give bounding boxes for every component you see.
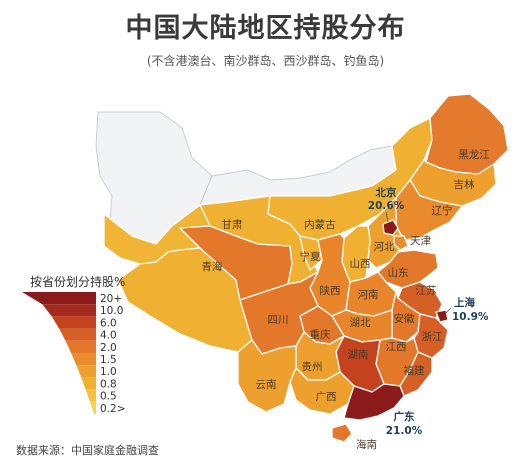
label-hubei: 湖北 (350, 317, 371, 329)
label-anhui: 安徽 (394, 312, 415, 325)
label-hebei: 河北 (374, 241, 395, 253)
label-shaanxi: 陕西 (320, 284, 341, 297)
label-guizhou: 贵州 (302, 360, 323, 373)
label-fujian: 福建 (404, 364, 425, 377)
legend-band (22, 292, 96, 305)
legend-label: 0.2> (100, 403, 126, 415)
source-note: 数据来源：中国家庭金融调查 (16, 444, 159, 457)
label-jilin: 吉林 (454, 178, 475, 191)
legend-band (89, 401, 96, 414)
callout-beijing-leader (385, 211, 389, 223)
province-ningxia (299, 235, 323, 271)
callout-shanghai-leader (444, 307, 452, 315)
label-chongqing: 重庆 (310, 328, 331, 341)
map-subtitle: (不含港澳台、南沙群岛、西沙群岛、钓鱼岛) (146, 54, 385, 68)
legend-label: 2.0 (100, 342, 117, 354)
label-shandong: 山东 (388, 266, 409, 279)
legend-band (85, 389, 96, 402)
label-qinghai: 青海 (202, 260, 223, 273)
label-jiangsu: 江苏 (416, 284, 437, 297)
province-zhejiang (413, 313, 449, 359)
label-yunnan: 云南 (256, 378, 277, 391)
callout-guangdong-value: 21.0% (386, 425, 423, 437)
province-tianjin (393, 235, 409, 251)
callout-guangdong-name: 广东 (394, 410, 415, 423)
label-gansu: 甘肃 (222, 218, 243, 231)
province-fujian (399, 351, 433, 397)
label-henan: 河南 (358, 288, 379, 301)
province-shanghai (435, 309, 449, 323)
callout-beijing-value: 20.6% (368, 200, 405, 212)
legend-band (65, 340, 96, 353)
province-guangdong (343, 383, 405, 421)
legend-label: 4.0 (100, 330, 117, 342)
map-title: 中国大陆地区持股分布 (125, 13, 406, 44)
legend-title: 按省份划分持股% (30, 274, 125, 289)
legend-band (71, 353, 96, 366)
legend-band (59, 328, 96, 341)
label-shanxi: 山西 (350, 258, 371, 270)
label-liaoning: 辽宁 (432, 204, 453, 217)
label-guangxi: 广西 (316, 391, 337, 403)
legend-band (42, 304, 96, 317)
label-sichuan: 四川 (268, 314, 289, 326)
label-zhejiang: 浙江 (422, 331, 443, 343)
legend-label: 6.0 (100, 317, 117, 329)
legend-label: 0.8 (100, 378, 117, 390)
legend: 按省份划分持股% 20+10.06.04.02.01.51.00.80.50.2… (22, 274, 126, 415)
legend-band (81, 377, 96, 390)
legend-band (51, 316, 96, 329)
province-hainan (331, 423, 353, 443)
label-neimenggu: 内蒙古 (304, 218, 336, 231)
label-ningxia: 宁夏 (300, 250, 321, 263)
legend-label: 1.0 (100, 366, 117, 378)
legend-band (76, 365, 96, 378)
legend-label: 20+ (100, 293, 122, 305)
legend-label: 0.5 (100, 391, 117, 403)
callout-shanghai-value: 10.9% (452, 311, 489, 323)
legend-label: 10.0 (100, 305, 123, 317)
province-beijing (382, 219, 399, 236)
callout-shanghai-name: 上海 (454, 296, 475, 309)
label-hunan: 湖南 (348, 348, 369, 361)
callout-beijing-name: 北京 (376, 186, 397, 199)
legend-label: 1.5 (100, 354, 117, 366)
label-tianjin: 天津 (410, 235, 431, 247)
province-heilongjiang (425, 93, 509, 175)
label-jiangxi: 江西 (386, 341, 407, 353)
label-hainan: 海南 (356, 438, 377, 451)
label-heilongjiang: 黑龙江 (458, 148, 490, 161)
